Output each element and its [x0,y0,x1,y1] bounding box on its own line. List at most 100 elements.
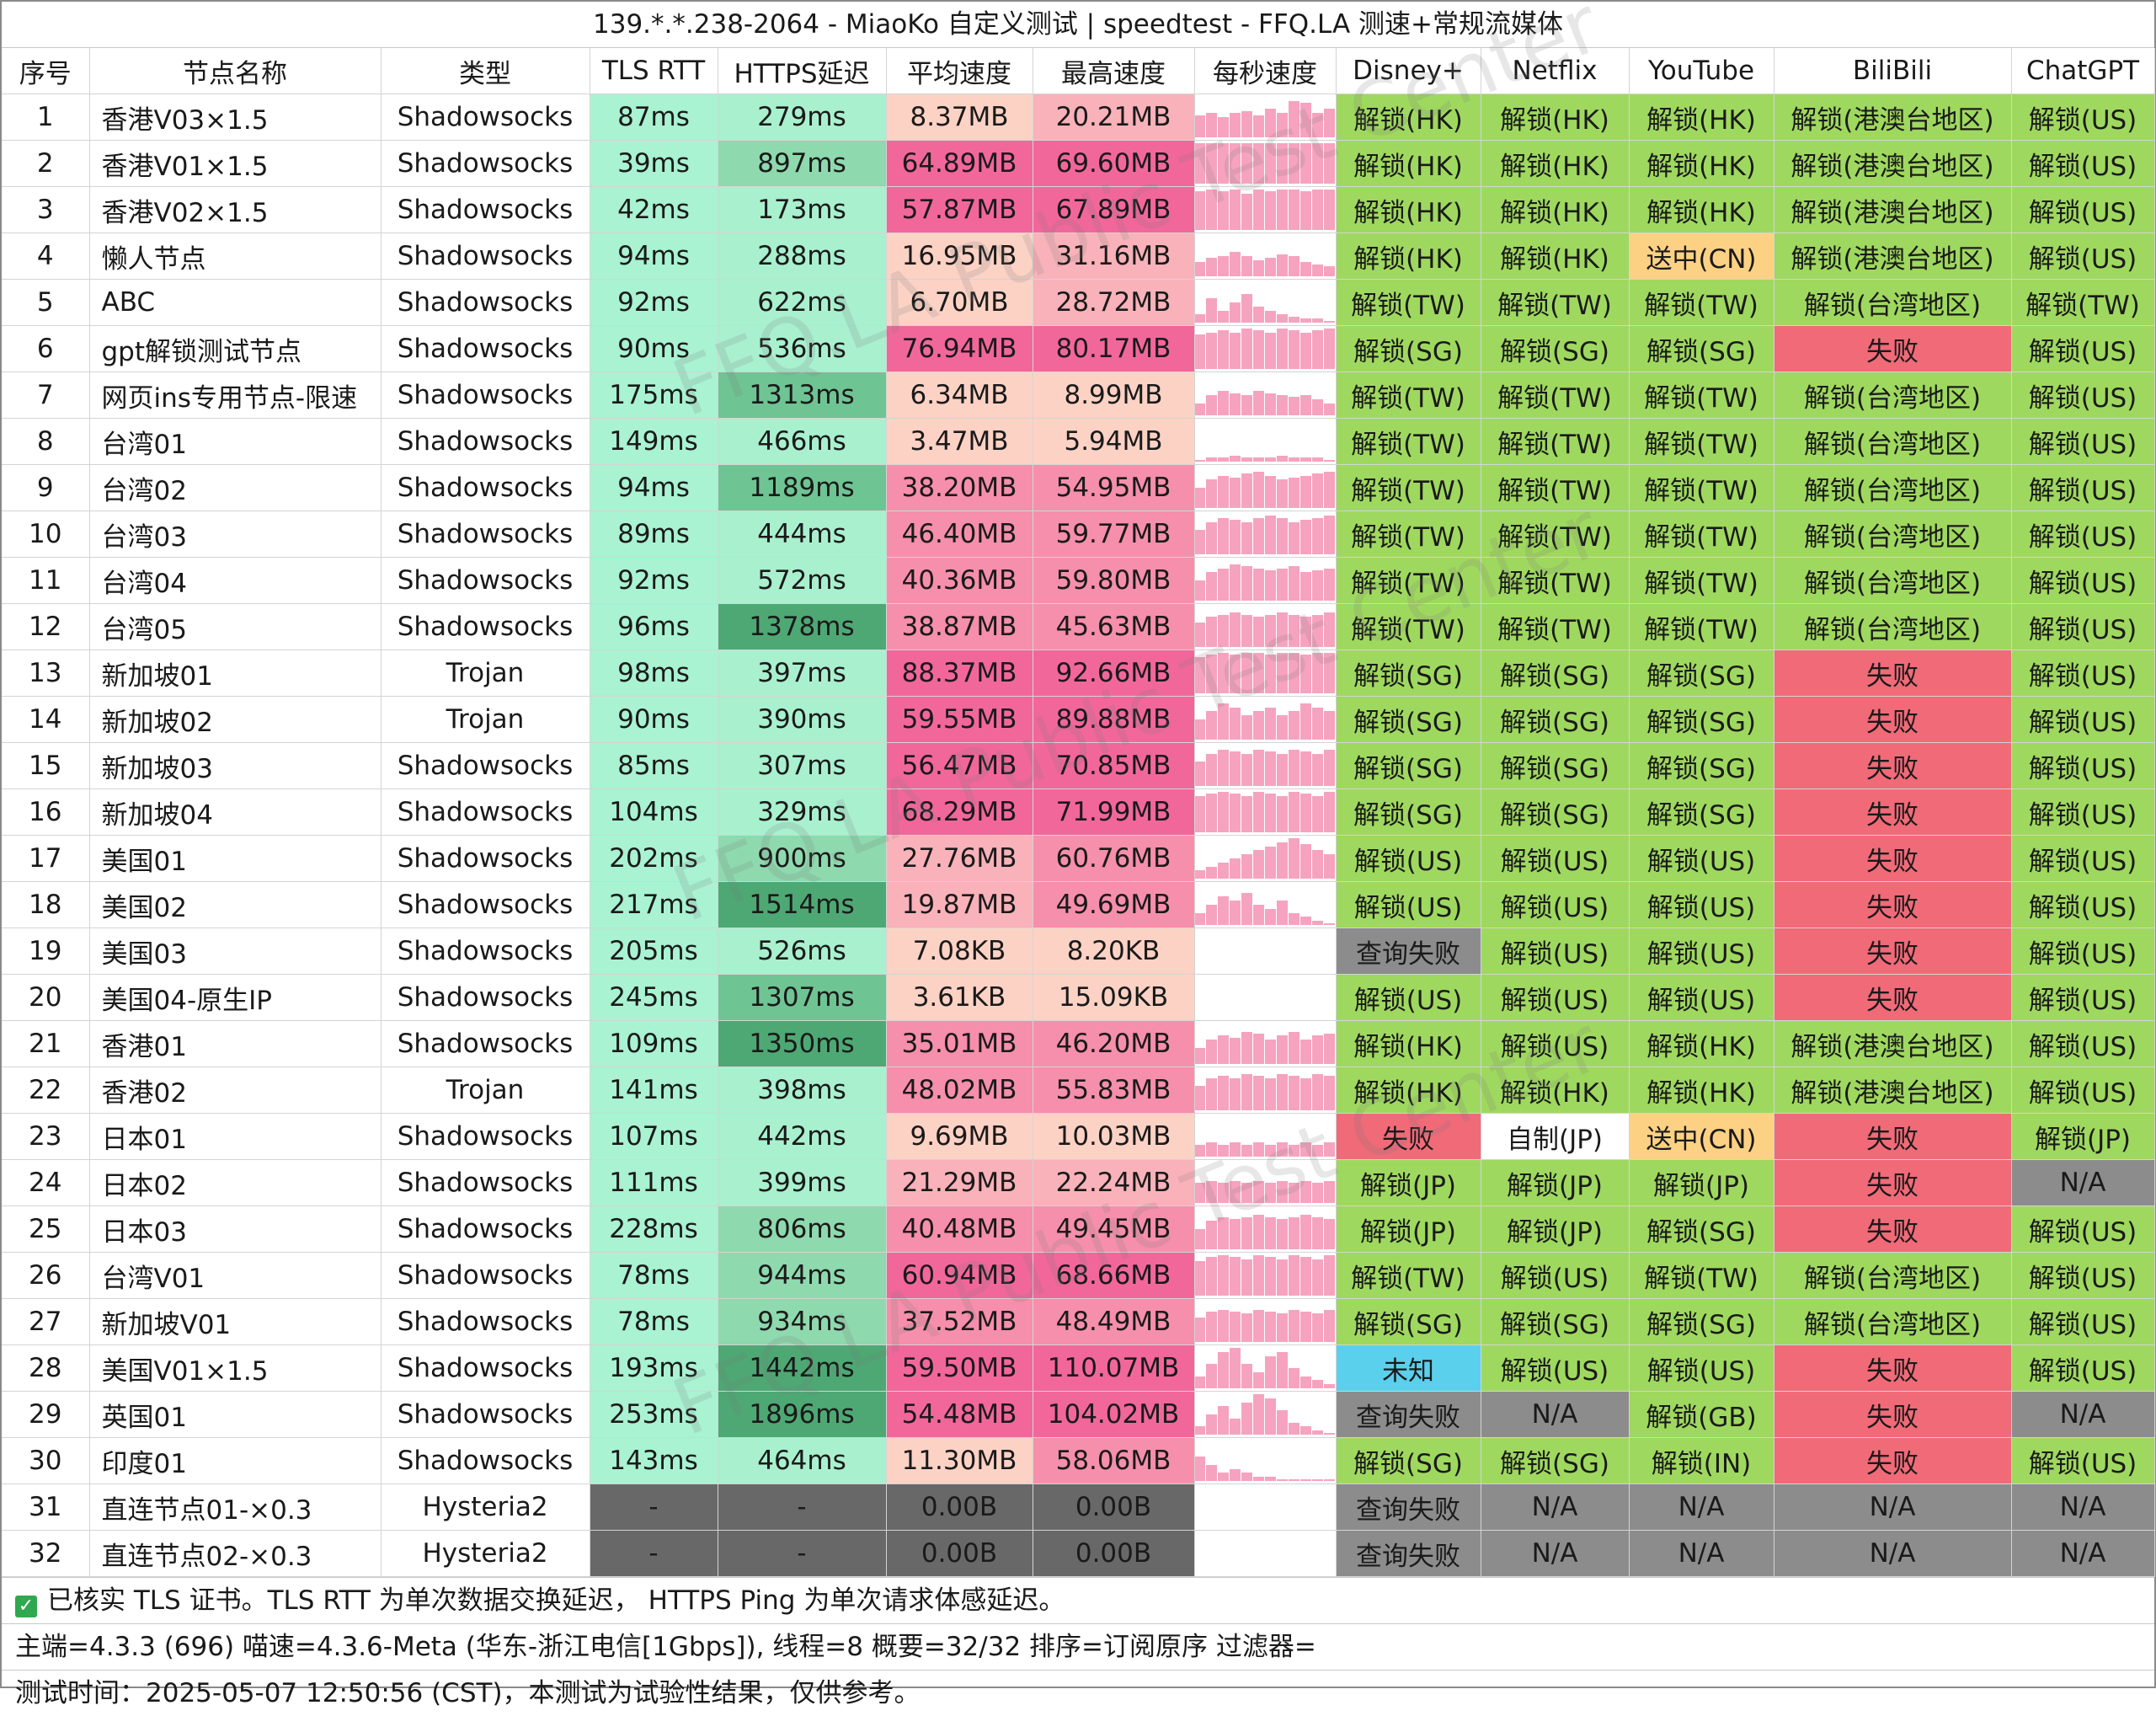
sparkline-bar [1288,256,1299,276]
max-speed: 59.77MB [1033,511,1195,558]
avg-speed: 7.08KB [886,927,1033,975]
node-type: Shadowsocks [381,1205,590,1253]
tls-rtt: 42ms [590,186,718,233]
sparkline-bar [1276,113,1288,137]
sparkline-bar [1230,901,1241,925]
tls-rtt: 39ms [590,140,718,187]
unlock-bili: 失败 [1774,1205,2012,1253]
table-row: 22 香港02 Trojan 141ms 398ms 48.02MB 55.83MB 解锁(H… [2,1066,2155,1114]
per-second-speed [1194,1252,1337,1299]
sparkline-bar [1241,1402,1253,1435]
https-delay: 466ms [718,418,887,465]
sparkline-bar [1253,1142,1265,1157]
unlock-youtube: 解锁(TW) [1629,418,1774,465]
tls-rtt: 92ms [590,557,718,604]
sparkline-bar [1288,521,1299,554]
sparkline-bar [1299,191,1311,230]
table-row: 26 台湾V01 Shadowsocks 78ms 944ms 60.94MB 68.66M… [2,1252,2155,1299]
unlock-youtube: 解锁(TW) [1629,372,1774,419]
unlock-netflix: 解锁(SG) [1481,1437,1630,1484]
unlock-youtube: 解锁(SG) [1629,1298,1774,1345]
row-id: 9 [2,464,90,511]
unlock-gpt: 解锁(US) [2011,974,2155,1021]
sparkline-bar [1265,1477,1276,1481]
unlock-netflix: 解锁(HK) [1481,186,1630,233]
avg-speed: 38.87MB [886,603,1033,650]
sparkline-bar [1265,751,1276,786]
sparkline-bar [1299,143,1311,184]
row-id: 18 [2,881,90,928]
unlock-bili: 失败 [1774,1113,2012,1160]
row-id: 27 [2,1298,90,1345]
table-row: 31 直连节点01-×0.3 Hysteria2- -0.00B 0.00B 查询失败 N/… [2,1483,2155,1531]
unlock-netflix: 解锁(US) [1481,974,1630,1021]
node-name: 台湾03 [89,511,382,558]
sparkline-bar [1206,332,1218,369]
unlock-youtube: 解锁(SG) [1629,696,1774,743]
sparkline-bar [1311,1216,1323,1249]
sparkline-bar [1311,795,1323,832]
sparkline-bar [1194,403,1206,415]
unlock-gpt: 解锁(US) [2011,557,2155,604]
sparkline-bar [1265,143,1276,184]
table-row: 13 新加坡01 Trojan 98ms 397ms 88.37MB 92.66MB 解锁(S… [2,650,2155,697]
node-type: Shadowsocks [381,557,590,604]
col-header-tls-rtt: TLS RTT [590,48,718,94]
avg-speed: 11.30MB [886,1437,1033,1484]
tls-rtt: 202ms [590,835,718,882]
sparkline-bar [1323,749,1335,786]
max-speed: 49.45MB [1033,1205,1195,1253]
unlock-netflix: N/A [1481,1483,1630,1531]
sparkline-bar [1323,612,1335,647]
unlock-youtube: 解锁(TW) [1629,464,1774,511]
speed-sparkline [1195,1487,1336,1527]
table-row: 25 日本03 Shadowsocks 228ms 806ms 40.48MB 49.45M… [2,1205,2155,1253]
table-row: 15 新加坡03 Shadowsocks 85ms 307ms 56.47MB 70.85M… [2,742,2155,789]
table-row: 3 香港V02×1.5 Shadowsocks 42ms 173ms 57.87MB 67.… [2,186,2155,233]
sparkline-bar [1241,294,1253,323]
sparkline-bar [1265,393,1276,415]
table-row: 9 台湾02 Shadowsocks 94ms 1189ms 38.20MB 54.95MB… [2,464,2155,511]
sparkline-bar [1253,1371,1265,1388]
sparkline-bar [1288,749,1299,786]
unlock-bili: 解锁(台湾地区) [1774,603,2012,650]
sparkline-bar [1253,1309,1265,1342]
speed-sparkline [1194,468,1336,508]
sparkline-bar [1194,870,1206,879]
per-second-speed [1194,94,1337,141]
sparkline-bar [1230,707,1241,740]
sparkline-bar [1230,1180,1241,1203]
sparkline-bar [1206,1464,1218,1481]
tls-rtt: 149ms [590,418,718,465]
speed-sparkline [1194,143,1336,184]
sparkline-bar [1194,580,1206,601]
sparkline-bar [1218,391,1230,415]
sparkline-bar [1265,794,1276,832]
unlock-bili: 失败 [1774,1437,2012,1484]
sparkline-bar [1194,143,1206,184]
tls-rtt: 253ms [590,1391,718,1438]
sparkline-bar [1265,655,1276,693]
https-delay: 1313ms [718,372,887,419]
node-name: 懒人节点 [89,233,382,280]
col-header-max-speed: 最高速度 [1033,48,1195,94]
sparkline-bar [1311,113,1323,137]
table-row: 8 台湾01 Shadowsocks 149ms 466ms 3.47MB 5.94MB 解锁… [2,418,2155,465]
avg-speed: 19.87MB [886,881,1033,928]
https-delay: 173ms [718,186,887,233]
sparkline-bar [1230,520,1241,554]
https-delay: 1378ms [718,603,887,650]
tls-rtt: 245ms [590,974,718,1021]
sparkline-bar [1241,653,1253,693]
unlock-youtube: 解锁(HK) [1629,1066,1774,1114]
row-id: 3 [2,186,90,233]
sparkline-bar [1288,190,1299,230]
sparkline-bar [1206,572,1218,601]
row-id: 6 [2,325,90,372]
sparkline-bar [1323,1142,1335,1157]
unlock-youtube: 解锁(US) [1629,974,1774,1021]
sparkline-bar [1265,1216,1276,1249]
max-speed: 22.24MB [1033,1159,1195,1206]
unlock-netflix: 解锁(US) [1481,927,1630,975]
node-name: 美国02 [89,881,382,928]
